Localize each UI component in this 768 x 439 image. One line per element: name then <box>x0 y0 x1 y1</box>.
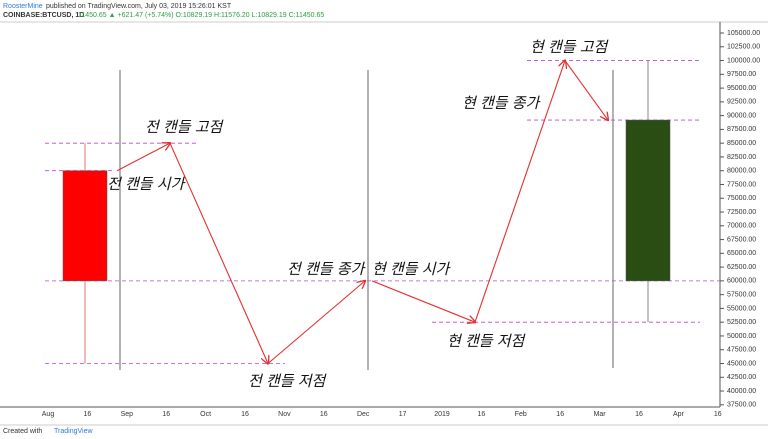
annotation: 전 캔들 고점 <box>145 119 225 136</box>
y-tick-label: 55000.00 <box>727 305 756 312</box>
annotation: 현 캔들 종가 <box>462 95 542 112</box>
quote: 11450.65 ▲ +621.47 (+5.74%) O:10829.19 H… <box>78 12 324 19</box>
y-tick-label: 67500.00 <box>727 236 756 243</box>
footer-brand: TradingView <box>54 428 93 435</box>
arrow <box>169 142 268 363</box>
y-tick-label: 97500.00 <box>727 71 756 78</box>
annotation: 전 캔들 저점 <box>248 373 328 390</box>
y-tick-label: 92500.00 <box>727 99 756 106</box>
y-tick-label: 65000.00 <box>727 250 756 257</box>
y-tick-label: 102500.00 <box>727 44 760 51</box>
y-tick-label: 40000.00 <box>727 388 756 395</box>
arrow <box>267 281 365 364</box>
y-tick-label: 52500.00 <box>727 319 756 326</box>
x-tick-label: Feb <box>515 411 527 418</box>
y-tick-label: 90000.00 <box>727 112 756 119</box>
y-tick-label: 57500.00 <box>727 291 756 298</box>
y-tick-label: 37500.00 <box>727 402 756 409</box>
y-tick-label: 62500.00 <box>727 264 756 271</box>
author: RoosterMine <box>3 3 43 10</box>
annotation: 현 캔들 시가 <box>372 261 452 278</box>
x-tick-label: 16 <box>635 411 643 418</box>
y-tick-label: 42500.00 <box>727 374 756 381</box>
y-tick-label: 80000.00 <box>727 168 756 175</box>
y-tick-label: 100000.00 <box>727 57 760 64</box>
x-tick-label: 17 <box>399 411 407 418</box>
arrow <box>564 60 608 120</box>
x-tick-label: 16 <box>84 411 92 418</box>
y-tick-label: 85000.00 <box>727 140 756 147</box>
y-tick-label: 105000.00 <box>727 30 760 37</box>
y-tick-label: 50000.00 <box>727 333 756 340</box>
y-tick-label: 45000.00 <box>727 360 756 367</box>
y-tick-label: 47500.00 <box>727 347 756 354</box>
y-tick-label: 87500.00 <box>727 126 756 133</box>
footer-created: Created with <box>3 428 42 435</box>
annotation: 현 캔들 고점 <box>530 39 610 56</box>
y-tick-label: 95000.00 <box>727 85 756 92</box>
arrow <box>116 143 170 172</box>
candle-body <box>625 119 671 282</box>
y-tick-label: 75000.00 <box>727 195 756 202</box>
y-tick-label: 82500.00 <box>727 154 756 161</box>
x-tick-label: Mar <box>594 411 607 418</box>
published: published on TradingView.com, July 03, 2… <box>46 3 232 10</box>
x-tick-label: 16 <box>241 411 249 418</box>
arrow <box>474 61 565 323</box>
y-tick-label: 77500.00 <box>727 181 756 188</box>
annotation: 전 캔들 종가 <box>287 261 367 278</box>
symbol: COINBASE:BTCUSD, 1D <box>3 12 84 19</box>
x-tick-label: 2019 <box>434 411 450 418</box>
y-tick-label: 60000.00 <box>727 278 756 285</box>
y-tick-label: 72500.00 <box>727 209 756 216</box>
x-tick-label: Sep <box>121 411 134 418</box>
x-tick-label: Dec <box>357 411 370 418</box>
arrow <box>371 280 475 322</box>
x-tick-label: Apr <box>673 411 685 418</box>
x-tick-label: 16 <box>320 411 328 418</box>
y-tick-label: 70000.00 <box>727 223 756 230</box>
x-tick-label: Oct <box>200 411 211 418</box>
candle-body <box>62 170 108 282</box>
x-tick-label: 16 <box>478 411 486 418</box>
x-tick-label: Aug <box>42 411 55 418</box>
annotation: 전 캔들 시가 <box>107 176 187 193</box>
x-tick-label: 16 <box>556 411 564 418</box>
x-tick-label: Nov <box>278 411 291 418</box>
annotation: 현 캔들 저점 <box>447 333 527 350</box>
x-tick-label: 16 <box>162 411 170 418</box>
x-tick-label: 16 <box>714 411 722 418</box>
